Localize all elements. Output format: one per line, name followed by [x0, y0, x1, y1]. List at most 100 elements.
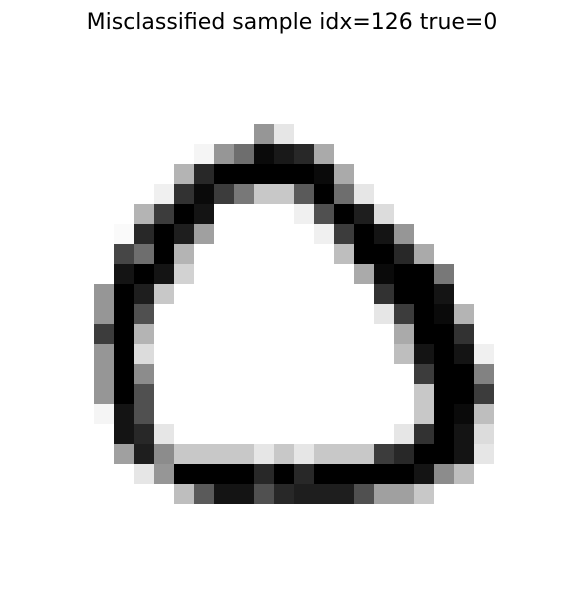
pixel — [134, 264, 154, 284]
pixel — [354, 204, 374, 224]
pixel — [154, 224, 174, 244]
pixel — [434, 284, 454, 304]
pixel — [94, 284, 114, 304]
pixel — [194, 484, 214, 504]
pixel — [454, 364, 474, 384]
pixel — [154, 264, 174, 284]
pixel — [434, 324, 454, 344]
pixel — [374, 304, 394, 324]
pixel — [214, 464, 234, 484]
pixel — [194, 224, 214, 244]
pixel — [234, 164, 254, 184]
pixel — [134, 304, 154, 324]
pixel — [114, 384, 134, 404]
pixel — [294, 184, 314, 204]
pixel — [274, 124, 294, 144]
pixel — [474, 384, 494, 404]
pixel — [114, 224, 134, 244]
pixel — [114, 304, 134, 324]
pixel — [194, 164, 214, 184]
pixel — [434, 304, 454, 324]
pixel — [414, 404, 434, 424]
pixel — [294, 144, 314, 164]
pixel — [94, 304, 114, 324]
pixel — [174, 484, 194, 504]
pixel — [334, 224, 354, 244]
pixel — [474, 444, 494, 464]
pixel — [194, 144, 214, 164]
pixel — [114, 284, 134, 304]
pixel — [94, 404, 114, 424]
pixel — [134, 284, 154, 304]
pixel — [274, 184, 294, 204]
pixel — [234, 184, 254, 204]
pixel — [314, 164, 334, 184]
pixel — [254, 164, 274, 184]
pixel — [194, 444, 214, 464]
pixel — [414, 264, 434, 284]
pixel — [414, 464, 434, 484]
pixel — [134, 444, 154, 464]
pixel — [194, 204, 214, 224]
pixel — [214, 484, 234, 504]
pixel — [394, 304, 414, 324]
pixel — [114, 404, 134, 424]
pixel — [114, 324, 134, 344]
pixel — [274, 164, 294, 184]
pixel — [234, 484, 254, 504]
pixel — [254, 144, 274, 164]
pixel — [154, 244, 174, 264]
pixel — [194, 464, 214, 484]
pixel — [374, 264, 394, 284]
pixel — [254, 444, 274, 464]
pixel — [174, 264, 194, 284]
pixel — [114, 424, 134, 444]
pixel — [174, 164, 194, 184]
pixel — [394, 484, 414, 504]
pixel — [314, 484, 334, 504]
pixel — [134, 464, 154, 484]
pixel — [434, 364, 454, 384]
pixel — [434, 424, 454, 444]
pixel — [134, 344, 154, 364]
figure-title: Misclassified sample idx=126 true=0 — [86, 10, 498, 35]
pixel-grid — [94, 124, 494, 504]
pixel — [254, 124, 274, 144]
pixel — [454, 344, 474, 364]
pixel — [334, 184, 354, 204]
pixel — [294, 444, 314, 464]
pixel — [374, 444, 394, 464]
pixel — [334, 464, 354, 484]
pixel — [94, 384, 114, 404]
pixel — [314, 444, 334, 464]
pixel — [454, 304, 474, 324]
pixel — [94, 324, 114, 344]
pixel — [174, 244, 194, 264]
pixel — [374, 224, 394, 244]
pixel — [314, 184, 334, 204]
pixel — [114, 264, 134, 284]
pixel — [354, 464, 374, 484]
pixel — [374, 204, 394, 224]
pixel — [414, 244, 434, 264]
pixel — [474, 404, 494, 424]
pixel — [134, 424, 154, 444]
pixel — [134, 204, 154, 224]
pixel — [174, 464, 194, 484]
pixel — [414, 484, 434, 504]
pixel — [434, 404, 454, 424]
pixel — [174, 444, 194, 464]
pixel — [114, 244, 134, 264]
pixel — [294, 164, 314, 184]
pixel — [254, 184, 274, 204]
pixel — [414, 364, 434, 384]
pixel — [354, 444, 374, 464]
pixel — [394, 224, 414, 244]
pixel — [474, 424, 494, 444]
pixel — [134, 324, 154, 344]
pixel — [114, 344, 134, 364]
pixel — [154, 464, 174, 484]
pixel — [314, 144, 334, 164]
pixel — [434, 344, 454, 364]
